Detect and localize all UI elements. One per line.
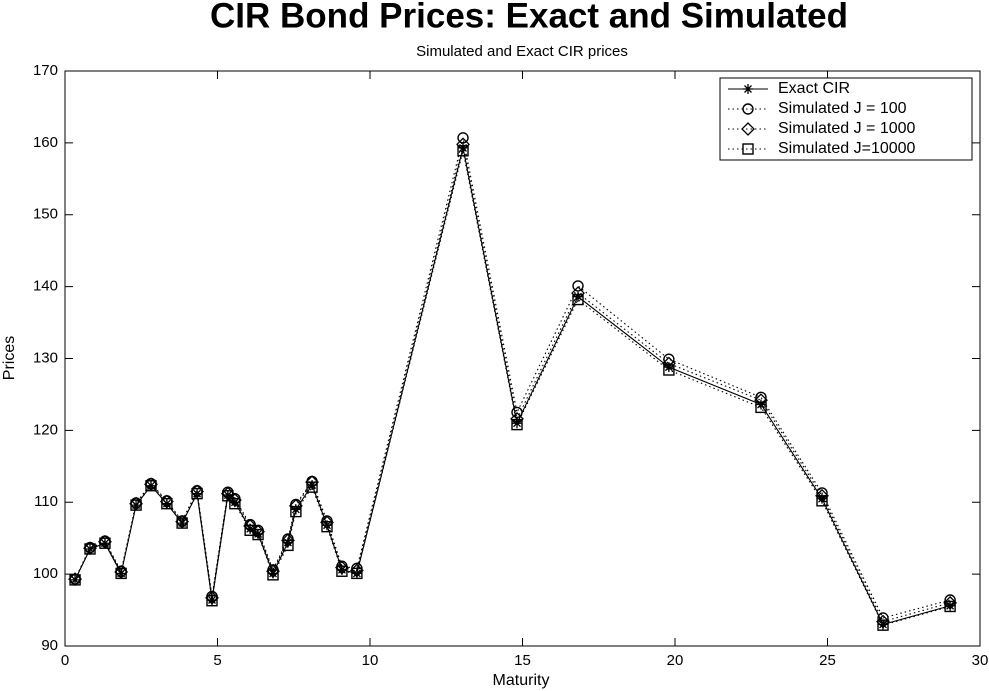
marker-star <box>878 619 889 630</box>
marker-star <box>756 399 767 410</box>
legend-label: Simulated J = 100 <box>778 100 907 117</box>
marker-circle <box>457 132 469 144</box>
marker-circle <box>944 594 956 606</box>
marker-diamond <box>741 122 755 136</box>
legend-label: Exact CIR <box>778 80 850 97</box>
marker-star <box>192 488 203 499</box>
marker-square <box>130 499 142 511</box>
marker-star <box>282 537 293 548</box>
marker-circle <box>511 406 523 419</box>
marker-square <box>115 567 127 580</box>
marker-square <box>191 487 203 500</box>
marker-star <box>573 291 584 302</box>
marker-diamond <box>510 411 524 426</box>
marker-square <box>206 595 218 607</box>
marker-diamond <box>159 494 174 509</box>
marker-diamond <box>320 515 334 530</box>
y-tick-label: 140 <box>33 278 58 295</box>
y-tick-label: 120 <box>33 421 58 438</box>
y-tick-label: 110 <box>34 493 58 510</box>
marker-square <box>742 143 754 155</box>
marker-star <box>229 497 240 508</box>
marker-star <box>177 518 188 529</box>
chart-title: CIR Bond Prices: Exact and Simulated <box>210 0 848 35</box>
series-line <box>74 137 951 619</box>
marker-star <box>85 543 96 554</box>
legend-label: Simulated J = 1000 <box>778 120 916 137</box>
marker-square <box>145 480 157 492</box>
marker-square <box>222 490 234 502</box>
marker-square <box>69 574 81 586</box>
marker-square <box>99 537 111 549</box>
marker-star <box>512 418 523 429</box>
marker-square <box>306 481 318 493</box>
marker-circle <box>572 280 584 292</box>
marker-square <box>176 517 188 529</box>
y-axis-label: Prices <box>1 336 18 380</box>
y-tick-label: 170 <box>33 62 58 79</box>
marker-star <box>336 564 347 575</box>
marker-diamond <box>571 286 585 301</box>
marker-square <box>572 293 584 306</box>
marker-circle <box>877 612 889 624</box>
marker-square <box>511 418 523 431</box>
marker-square <box>161 497 173 510</box>
legend-label: Simulated J=10000 <box>778 140 916 157</box>
marker-diamond <box>190 484 204 499</box>
marker-square <box>351 567 363 580</box>
marker-diamond <box>456 137 470 152</box>
y-tick-label: 100 <box>33 565 58 582</box>
series-line <box>74 144 951 623</box>
marker-square <box>663 364 675 376</box>
marker-square <box>877 619 889 631</box>
marker-star <box>268 568 279 579</box>
x-tick-label: 25 <box>819 652 836 669</box>
marker-star <box>253 528 264 539</box>
marker-star <box>307 480 318 490</box>
legend-box <box>719 77 973 161</box>
y-tick-label: 90 <box>41 637 58 654</box>
marker-square <box>229 497 241 510</box>
marker-square <box>321 520 333 533</box>
marker-diamond <box>815 488 829 503</box>
marker-square <box>816 495 828 507</box>
chart-subtitle: Simulated and Exact CIR prices <box>416 43 628 60</box>
x-tick-label: 5 <box>213 652 221 669</box>
marker-square <box>282 539 294 552</box>
x-tick-label: 15 <box>514 652 531 669</box>
marker-square <box>84 543 96 555</box>
series-line <box>74 150 951 626</box>
marker-circle <box>742 103 754 115</box>
x-tick-label: 20 <box>667 652 684 669</box>
marker-square <box>290 505 302 518</box>
marker-star <box>945 600 956 611</box>
marker-square <box>267 569 279 581</box>
marker-star <box>116 568 127 579</box>
marker-star <box>146 480 157 491</box>
y-tick-label: 130 <box>33 349 58 366</box>
y-tick-label: 160 <box>33 134 58 151</box>
marker-diamond <box>220 486 235 501</box>
marker-star <box>663 362 674 373</box>
marker-square <box>755 401 767 414</box>
marker-diamond <box>281 533 295 548</box>
legend: Exact CIR Simulated J = 100 Simulated J = … <box>719 77 973 161</box>
x-axis-label: Maturity <box>493 672 550 689</box>
marker-square <box>457 145 469 157</box>
x-tick-label: 10 <box>362 652 379 669</box>
marker-star <box>458 142 469 153</box>
x-tick-label: 0 <box>61 652 69 669</box>
marker-square <box>944 600 956 613</box>
y-tick-label: 150 <box>33 206 58 223</box>
marker-square <box>252 528 264 541</box>
marker-diamond <box>754 393 768 408</box>
x-tick-label: 30 <box>972 652 989 669</box>
marker-star <box>817 493 828 504</box>
marker-star <box>743 84 753 94</box>
marker-square <box>336 565 348 577</box>
